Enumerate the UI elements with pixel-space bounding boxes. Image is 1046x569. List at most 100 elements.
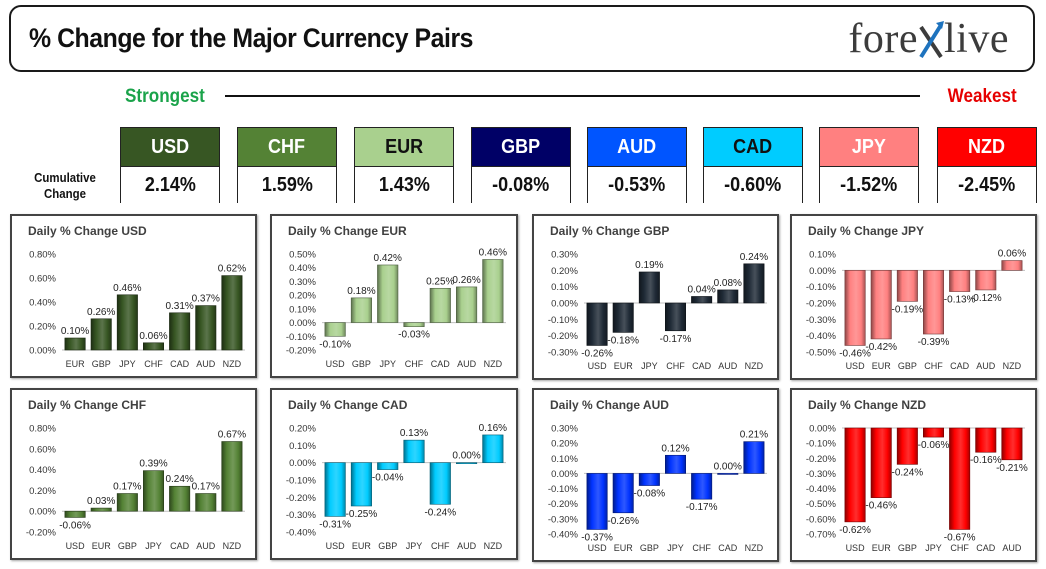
currency-code-text: CHF [268,136,306,158]
bar-usd [324,462,346,517]
bar-aud [456,462,478,464]
category-label: NZD [223,359,242,369]
bar-chf [429,462,451,505]
bar-eur [90,507,112,512]
currency-box-cad: CAD -0.60% [703,127,803,204]
data-label: -0.21% [996,463,1028,474]
bar-eur [64,337,86,351]
data-label: -0.26% [607,516,639,527]
category-label: NZD [745,361,764,371]
category-label: USD [588,543,608,553]
currency-code: NZD [938,128,1036,167]
y-tick-label: 0.30% [551,424,578,435]
bar-usd [586,473,608,530]
category-label: GBP [898,543,917,553]
bar-jpy [403,439,425,463]
cumulative-change-value: 2.14% [121,167,219,204]
bar-eur [350,462,372,507]
bar-usd [586,302,608,346]
bar-cad [717,473,739,475]
y-tick-label: -0.10% [286,476,317,487]
bar-gbp [896,270,918,302]
bar-aud [717,289,739,304]
y-tick-label: 0.00% [29,346,56,357]
category-label: CHF [431,541,450,551]
bar-chf [949,427,971,530]
currency-code-text: CAD [733,136,773,158]
bar-cad [429,287,451,323]
category-label: EUR [614,543,634,553]
bar-nzd [743,263,765,304]
currency-box-usd: USD 2.14% [120,127,220,204]
chart-title: Daily % Change EUR [288,224,407,238]
data-label: -0.06% [918,440,950,451]
y-tick-label: -0.20% [26,528,57,539]
chart-title: Daily % Change CAD [288,398,408,412]
bar-jpy [923,427,944,438]
currency-box-nzd: NZD -2.45% [937,127,1037,204]
data-label: -0.08% [634,489,666,500]
cumulative-change-text: -1.52% [840,174,898,196]
bar-eur [870,427,892,498]
logo-text-left: fore [848,16,919,62]
cumulative-change-value: -2.45% [938,167,1036,204]
bar-jpy [638,271,660,304]
chart-panel-eur: Daily % Change EUR 0.50% 0.40% 0.30% 0.20% 0.… [270,214,518,378]
chart-plot: 0.00% -0.10% -0.20% -0.30% -0.40% -0.50% -0.60… [806,424,1028,554]
y-tick-label: -0.10% [548,484,579,495]
category-label: CHF [144,359,163,369]
y-tick-label: -0.20% [548,331,579,342]
data-label: 0.08% [714,278,742,289]
chart-panel-jpy: Daily % Change JPY 0.10% 0.00% -0.10% -0.20%… [790,214,1037,380]
category-label: USD [846,543,866,553]
bar-gbp [116,493,138,512]
category-label: CHF [692,543,711,553]
y-tick-label: -0.20% [286,493,317,504]
chart-plot: 0.80% 0.60% 0.40% 0.20% 0.00% -0.20%-0.06% USD… [26,424,246,552]
data-label: -0.12% [970,293,1002,304]
bar-nzd [221,275,243,351]
data-label: 0.06% [139,331,167,342]
bar-aud [195,493,217,512]
category-label: USD [326,541,346,551]
data-label: -0.03% [398,330,430,341]
category-label: GBP [378,541,397,551]
chart-panel-aud: Daily % Change AUD 0.30% 0.20% 0.10% 0.00% -0… [532,388,779,562]
data-label: -0.17% [660,334,692,345]
bar-nzd [482,434,504,463]
category-label: NZD [223,541,242,551]
category-label: NZD [484,359,503,369]
bar-chf [923,270,944,335]
chart-title: Daily % Change NZD [808,398,927,412]
data-label: 0.42% [374,253,402,264]
category-label: CAD [976,543,996,553]
y-tick-label: 0.00% [809,266,836,277]
chart-plot: 0.30%0.20%0.10%0.00%-0.10%-0.20%-0.30%-0… [548,250,768,372]
data-label: -0.16% [970,455,1002,466]
currency-code: USD [121,128,219,167]
currency-code: CHF [238,128,336,167]
data-label: -0.67% [944,532,976,543]
category-label: NZD [745,543,764,553]
category-label: CHF [405,359,424,369]
bar-aud [1001,427,1023,461]
y-tick-label: -0.10% [286,332,317,343]
cumulative-change-value: -0.60% [704,167,802,204]
y-tick-label: -0.70% [806,530,837,541]
currency-code: JPY [820,128,918,167]
bar-chf [691,473,713,500]
data-label: -0.37% [581,532,613,543]
y-tick-label: -0.10% [806,439,837,450]
y-tick-label: 0.10% [551,454,578,465]
currency-box-eur: EUR 1.43% [354,127,454,204]
bar-jpy [377,264,399,323]
strongest-label: Strongest [125,86,205,107]
bar-eur [612,302,634,333]
bar-usd [844,270,866,346]
forexlive-logo[interactable]: fore live [848,15,1009,63]
logo-text-right: live [944,16,1009,62]
y-tick-label: 0.20% [551,439,578,450]
data-label: -0.46% [839,348,871,359]
data-label: 0.13% [400,428,428,439]
category-label: GBP [640,543,659,553]
